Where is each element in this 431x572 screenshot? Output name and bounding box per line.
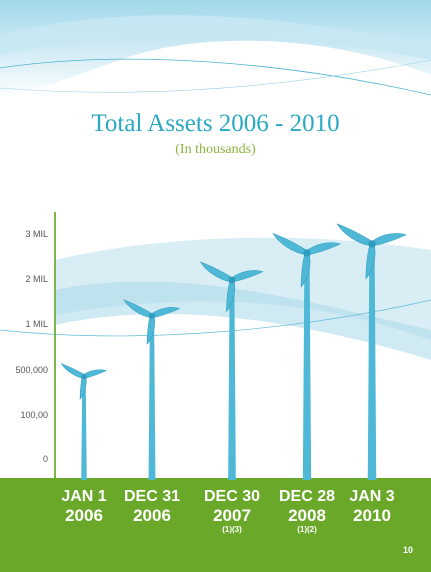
turbine-hub xyxy=(368,240,376,248)
top-wave-line-2 xyxy=(0,59,431,93)
turbine-bar xyxy=(272,232,342,480)
x-tick-footnote: (1)(2) xyxy=(297,525,317,534)
turbine-blade xyxy=(231,270,264,283)
turbine-blade xyxy=(60,363,86,379)
x-tick-label-line1: DEC 28 xyxy=(278,488,336,505)
turbine-hub xyxy=(228,276,236,284)
turbine-hub xyxy=(148,312,156,320)
x-tick-label-line1: DEC 30 xyxy=(203,488,261,505)
chart-subtitle: (In thousands) xyxy=(175,142,256,157)
x-tick-label: JAN 3 2010 xyxy=(327,487,417,525)
turbine-tower xyxy=(148,316,156,480)
x-tick-label-line2: 2010 xyxy=(353,506,391,525)
turbine-blade xyxy=(272,232,309,256)
turbine-tower xyxy=(228,280,236,480)
x-tick-label-line2: 2007 xyxy=(213,506,251,525)
turbine-blade xyxy=(306,242,342,256)
turbine-blade xyxy=(83,369,107,379)
x-tick-label-line1: JAN 3 xyxy=(349,488,395,505)
turbine-tower xyxy=(302,253,312,480)
turbine-blade xyxy=(300,252,311,288)
turbine-bar xyxy=(123,299,181,480)
y-tick-label: 1 MIL xyxy=(25,319,48,329)
turbine-blade xyxy=(336,223,374,247)
x-tick-label: DEC 30 2007 (1)(3) xyxy=(187,487,277,535)
mid-wave-line xyxy=(0,299,431,337)
turbine-blade xyxy=(365,243,376,280)
page-number: 10 xyxy=(402,545,413,555)
x-tick-label-line2: 2006 xyxy=(133,506,171,525)
turbine-tower xyxy=(367,244,377,480)
turbine-bar xyxy=(199,261,264,480)
y-tick-label: 100,00 xyxy=(20,410,48,420)
turbine-bar xyxy=(60,363,107,480)
turbine-hub xyxy=(81,374,87,380)
x-tick-label-line1: JAN 1 xyxy=(61,488,107,505)
top-wave-2 xyxy=(0,15,431,60)
turbine-blade xyxy=(146,315,155,345)
turbine-hub xyxy=(303,249,311,257)
turbine-blade xyxy=(79,375,87,400)
x-tick-label: JAN 1 2006 xyxy=(39,487,129,525)
y-tick-label: 500,000 xyxy=(15,365,48,375)
turbine-tower xyxy=(81,376,87,480)
x-tick-label-line2: 2006 xyxy=(65,506,103,525)
turbine-blade xyxy=(151,307,181,319)
y-tick-label: 2 MIL xyxy=(25,274,48,284)
mid-wave-2 xyxy=(55,281,431,360)
turbine-blade xyxy=(123,299,154,319)
ground-band xyxy=(0,478,431,572)
x-tick-label: DEC 31 2006 xyxy=(107,487,197,525)
x-tick-footnote: (1)(3) xyxy=(222,525,242,534)
x-tick-label-line2: 2008 xyxy=(288,506,326,525)
turbine-blade xyxy=(226,279,236,313)
x-tick-label-line1: DEC 31 xyxy=(123,488,181,505)
mid-wave xyxy=(55,237,431,340)
turbine-bar xyxy=(336,223,407,480)
top-wave-line xyxy=(0,58,431,96)
chart-title: Total Assets 2006 - 2010 xyxy=(91,110,340,137)
x-tick-label: DEC 28 2008 (1)(2) xyxy=(262,487,352,535)
y-tick-label: 3 MIL xyxy=(25,229,48,239)
turbine-blade xyxy=(371,233,407,247)
turbine-blade xyxy=(199,261,234,283)
y-tick-label: 0 xyxy=(42,454,48,464)
